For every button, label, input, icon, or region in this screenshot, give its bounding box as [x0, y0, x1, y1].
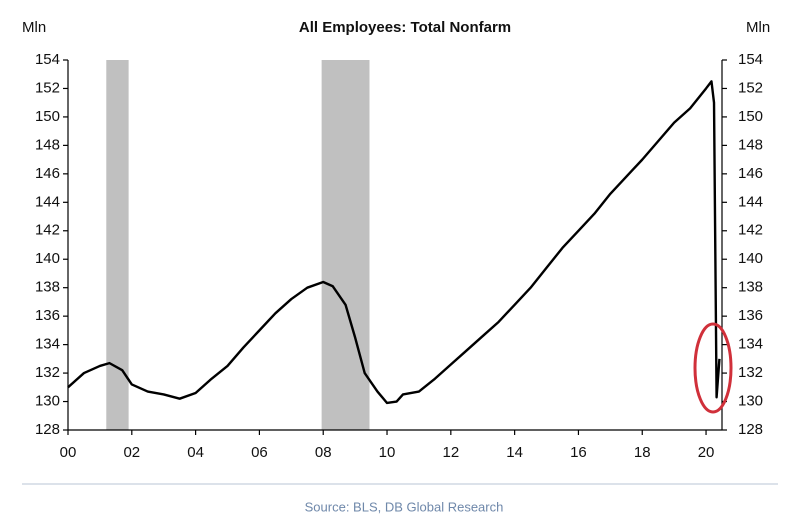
y2-tick-label: 130	[738, 393, 763, 410]
y2-tick-label: 140	[738, 250, 763, 267]
y2-tick-label: 132	[738, 364, 763, 381]
y-tick-label: 130	[35, 393, 60, 410]
highlight-ellipse	[693, 322, 733, 414]
y-tick-label: 132	[35, 364, 60, 381]
y-tick-label: 150	[35, 108, 60, 125]
y-tick-label: 142	[35, 222, 60, 239]
source-note: Source: BLS, DB Global Research	[305, 499, 504, 514]
y-tick-label: 154	[35, 51, 60, 68]
y-tick-label: 138	[35, 279, 60, 296]
x-tick-label: 06	[251, 444, 268, 461]
x-tick-label: 00	[60, 444, 77, 461]
x-tick-label: 14	[506, 444, 523, 461]
recession-band	[106, 60, 129, 430]
y2-tick-label: 150	[738, 108, 763, 125]
y-axis-label: Mln	[22, 19, 46, 36]
y2-tick-label: 138	[738, 279, 763, 296]
x-tick-label: 08	[315, 444, 332, 461]
y2-axis-label: Mln	[746, 19, 770, 36]
x-tick-label: 16	[570, 444, 587, 461]
x-tick-label: 18	[634, 444, 651, 461]
y-tick-label: 140	[35, 250, 60, 267]
x-tick-label: 12	[442, 444, 459, 461]
y2-tick-label: 142	[738, 222, 763, 239]
x-tick-label: 10	[379, 444, 396, 461]
x-tick-label: 04	[187, 444, 204, 461]
y-tick-label: 136	[35, 307, 60, 324]
data-line	[67, 80, 721, 405]
recession-band	[321, 60, 370, 430]
y2-tick-label: 148	[738, 136, 763, 153]
y-tick-label: 128	[35, 421, 60, 438]
y2-tick-label: 146	[738, 165, 763, 182]
y-tick-label: 148	[35, 136, 60, 153]
y2-tick-label: 144	[738, 193, 763, 210]
y-tick-label: 144	[35, 193, 60, 210]
y-tick-label: 134	[35, 336, 60, 353]
chart-title: All Employees: Total Nonfarm	[299, 19, 511, 36]
y2-tick-label: 134	[738, 336, 763, 353]
x-tick-label: 02	[123, 444, 140, 461]
y-tick-label: 152	[35, 79, 60, 96]
x-tick-label: 20	[698, 444, 715, 461]
y-tick-label: 146	[35, 165, 60, 182]
y2-tick-label: 152	[738, 79, 763, 96]
y2-tick-label: 136	[738, 307, 763, 324]
y2-tick-label: 128	[738, 421, 763, 438]
y2-tick-label: 154	[738, 51, 763, 68]
